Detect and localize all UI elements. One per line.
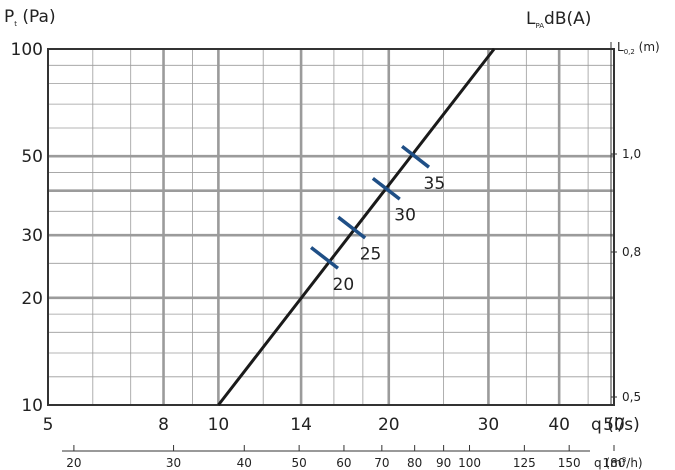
plot-frame: [47, 48, 615, 406]
m3h-tick-label: 90: [436, 456, 451, 470]
y-tick-label: 50: [21, 147, 43, 167]
sound-marker-25: [337, 215, 367, 240]
distance-axis-title: L0,2 (m): [617, 40, 660, 56]
y-axis-title: Pt (Pa): [4, 7, 56, 28]
x-tick-label: 40: [548, 415, 570, 435]
m3h-tick-label: 100: [458, 456, 481, 470]
axis-titles: Pt (Pa) LPAdB(A) L0,2 (m) q (l/s) q (m3/h): [4, 7, 660, 470]
m3h-tick-label: 40: [237, 456, 252, 470]
data-series: [217, 48, 496, 406]
y-tick-label: 100: [11, 40, 43, 60]
x-tick-label: 20: [378, 415, 400, 435]
m3h-tick-label: 50: [291, 456, 306, 470]
sound-marker-label: 20: [333, 275, 355, 295]
x-axis-title: q (l/s): [591, 415, 640, 435]
m3h-tick-label: 20: [66, 456, 81, 470]
sound-marker-20: [310, 246, 340, 270]
y-tick-label: 30: [21, 226, 43, 246]
distance-tick-label: 0,5: [622, 390, 641, 404]
m3h-axis-title: q (m3/h): [594, 456, 643, 470]
sound-marker-label: 25: [360, 245, 382, 265]
grid: [48, 49, 614, 405]
x-tick-label: 30: [478, 415, 500, 435]
tick-labels: 10 20 30 50 100 5 8 10 14 20 30 40 50 20 30 40 50 60 70 80 9…: [11, 40, 642, 470]
distance-tick-label: 1,0: [622, 147, 641, 161]
m3h-tick-label: 30: [166, 456, 181, 470]
sound-marker-35: [401, 144, 431, 169]
x-tick-label: 5: [43, 415, 54, 435]
x-tick-label: 50: [603, 415, 625, 435]
sound-marker-label: 30: [394, 206, 416, 226]
x-tick-label: 8: [158, 415, 169, 435]
distance-tick-label: 0,8: [622, 245, 641, 259]
m3h-tick-label: 80: [407, 456, 422, 470]
sound-marker-30: [371, 176, 401, 201]
m3h-tick-label: 150: [558, 456, 581, 470]
sound-marker-label: 35: [424, 174, 446, 194]
sound-level-title: LPAdB(A): [526, 9, 591, 30]
y-tick-label: 10: [21, 396, 43, 416]
m3h-tick-label: 180: [603, 456, 626, 470]
x-tick-label: 10: [208, 415, 230, 435]
axes: [47, 42, 617, 452]
m3h-tick-label: 60: [336, 456, 351, 470]
m3h-tick-label: 70: [374, 456, 389, 470]
y-tick-label: 20: [21, 289, 43, 309]
series-line: [217, 48, 496, 406]
x-tick-label: 14: [290, 415, 312, 435]
m3h-tick-label: 125: [513, 456, 536, 470]
